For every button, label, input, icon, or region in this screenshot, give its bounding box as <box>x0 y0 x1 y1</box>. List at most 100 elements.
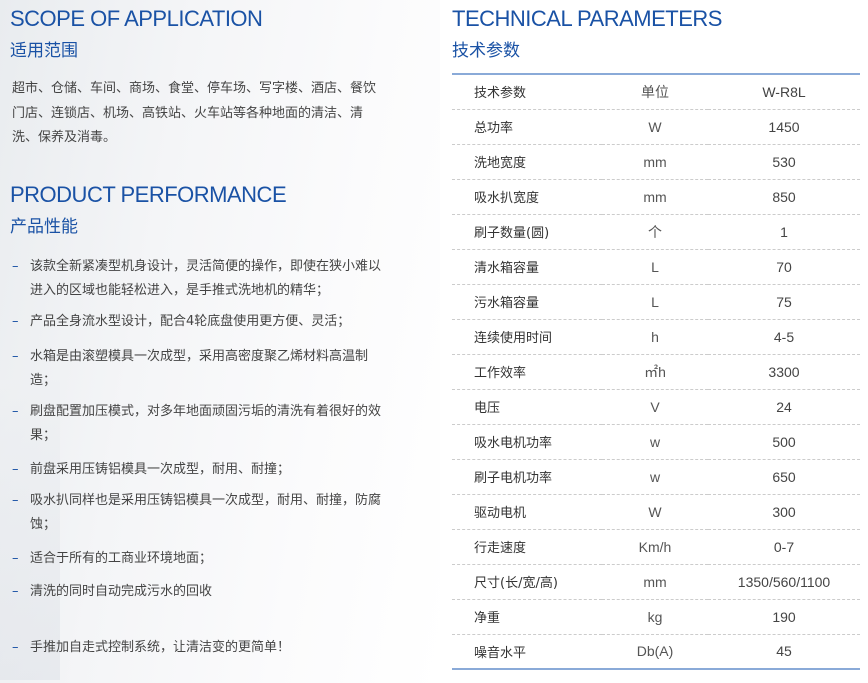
param-name: 刷子电机功率 <box>452 459 602 495</box>
bullet-dash: – <box>12 551 19 566</box>
param-value: 3300 <box>708 354 860 390</box>
param-name: 行走速度 <box>452 529 602 565</box>
table-row: 噪音水平 Db(A) 45 <box>452 634 860 669</box>
param-value: 300 <box>708 494 860 530</box>
scope-title-en: SCOPE OF APPLICATION <box>10 6 263 31</box>
param-unit: mm <box>602 564 708 600</box>
table-row: 净重 kg 190 <box>452 599 860 635</box>
scope-title-cn: 适用范围 <box>10 41 78 61</box>
param-unit: L <box>602 284 708 320</box>
param-name: 吸水电机功率 <box>452 424 602 460</box>
param-value: 1450 <box>708 109 860 145</box>
performance-item: – 手推加自走式控制系统，让清洁变的更简单！ <box>12 636 392 660</box>
table-row: 吸水电机功率 w 500 <box>452 424 860 460</box>
param-unit: h <box>602 319 708 355</box>
param-name: 清水箱容量 <box>452 249 602 285</box>
param-name: 尺寸(长/宽/高) <box>452 564 602 600</box>
table-row: 工作效率 ㎡h 3300 <box>452 354 860 390</box>
param-unit: w <box>602 459 708 495</box>
background-image <box>0 0 440 683</box>
table-row: 清水箱容量 L 70 <box>452 249 860 285</box>
tech-title-cn: 技术参数 <box>452 41 520 61</box>
table-row: 洗地宽度 mm 530 <box>452 144 860 180</box>
performance-item: – 清洗的同时自动完成污水的回收 <box>12 580 392 604</box>
param-unit: kg <box>602 599 708 635</box>
bullet-dash: – <box>12 493 19 508</box>
param-unit: L <box>602 249 708 285</box>
table-row: 行走速度 Km/h 0-7 <box>452 529 860 565</box>
performance-item-text: 手推加自走式控制系统，让清洁变的更简单！ <box>30 640 291 655</box>
param-unit: ㎡h <box>602 354 708 390</box>
table-row: 电压 V 24 <box>452 389 860 425</box>
performance-item-text: 产品全身流水型设计，配合4轮底盘使用更方便、灵活； <box>30 314 351 329</box>
performance-item-text: 该款全新紧凑型机身设计，灵活简便的操作，即使在狭小难以进入的区域也能轻松进入，是… <box>30 259 382 298</box>
performance-item: – 该款全新紧凑型机身设计，灵活简便的操作，即使在狭小难以进入的区域也能轻松进入，… <box>12 255 392 303</box>
table-row: 刷子电机功率 w 650 <box>452 459 860 495</box>
param-unit: w <box>602 424 708 460</box>
param-unit: 个 <box>602 214 708 250</box>
bullet-dash: – <box>12 584 19 599</box>
param-name: 吸水扒宽度 <box>452 179 602 215</box>
param-name: 电压 <box>452 389 602 425</box>
param-unit: Db(A) <box>636 643 674 660</box>
param-value: W-R8L <box>708 74 860 110</box>
performance-title-cn: 产品性能 <box>10 217 78 237</box>
param-unit: mm <box>602 179 708 215</box>
param-unit: W <box>602 494 708 530</box>
performance-item: – 前盘采用压铸铝模具一次成型，耐用、耐撞； <box>12 458 392 482</box>
param-name: 驱动电机 <box>452 494 602 530</box>
param-value: 1 <box>708 214 860 250</box>
table-row: 连续使用时间 h 4-5 <box>452 319 860 355</box>
param-value: 530 <box>708 144 860 180</box>
param-value: 4-5 <box>708 319 860 355</box>
param-value: 0-7 <box>708 529 860 565</box>
param-name: 噪音水平 <box>474 645 527 661</box>
param-unit: mm <box>602 144 708 180</box>
param-name: 净重 <box>452 599 602 635</box>
performance-item-text: 吸水扒同样也是采用压铸铝模具一次成型，耐用、耐撞，防腐蚀； <box>30 493 382 532</box>
param-value: 24 <box>708 389 860 425</box>
param-value: 650 <box>708 459 860 495</box>
performance-item-text: 刷盘配置加压模式，对多年地面顽固污垢的清洗有着很好的效果； <box>30 404 382 443</box>
param-name: 技术参数 <box>452 74 602 110</box>
table-row: 总功率 W 1450 <box>452 109 860 145</box>
param-value: 1350/560/1100 <box>708 564 860 600</box>
table-header-row: 技术参数 单位 W-R8L <box>452 74 860 110</box>
tech-params-table: 技术参数 单位 W-R8L 总功率 W 1450 洗地宽度 mm 530 吸水扒宽度 mm 850 刷子… <box>452 73 860 670</box>
performance-item: – 吸水扒同样也是采用压铸铝模具一次成型，耐用、耐撞，防腐蚀； <box>12 489 392 537</box>
param-name: 连续使用时间 <box>452 319 602 355</box>
performance-item: – 刷盘配置加压模式，对多年地面顽固污垢的清洗有着很好的效果； <box>12 400 392 448</box>
bullet-dash: – <box>12 404 19 419</box>
bullet-dash: – <box>12 462 19 477</box>
param-unit: V <box>602 389 708 425</box>
bullet-dash: – <box>12 259 19 274</box>
param-unit: W <box>602 109 708 145</box>
param-value: 500 <box>708 424 860 460</box>
bullet-dash: – <box>12 314 19 329</box>
param-name: 污水箱容量 <box>452 284 602 320</box>
table-row: 污水箱容量 L 75 <box>452 284 860 320</box>
performance-item-text: 前盘采用压铸铝模具一次成型，耐用、耐撞； <box>30 462 291 477</box>
param-unit: Km/h <box>602 529 708 565</box>
table-row: 吸水扒宽度 mm 850 <box>452 179 860 215</box>
table-row: 刷子数量(圆) 个 1 <box>452 214 860 250</box>
param-unit: 单位 <box>602 74 708 110</box>
scope-text: 超市、仓储、车间、商场、食堂、停车场、写字楼、酒店、餐饮门店、连锁店、机场、高铁… <box>12 81 377 145</box>
performance-item: – 适合于所有的工商业环境地面； <box>12 547 392 571</box>
performance-item-text: 清洗的同时自动完成污水的回收 <box>30 584 213 599</box>
bullet-dash: – <box>12 640 19 655</box>
param-value: 850 <box>708 179 860 215</box>
performance-item-text: 水箱是由滚塑模具一次成型，采用高密度聚乙烯材料高温制造； <box>30 349 369 388</box>
tech-title-en: TECHNICAL PARAMETERS <box>452 6 722 31</box>
param-name: 刷子数量(圆) <box>452 214 602 250</box>
param-name: 总功率 <box>452 109 602 145</box>
performance-item: – 水箱是由滚塑模具一次成型，采用高密度聚乙烯材料高温制造； <box>12 345 392 393</box>
param-name: 工作效率 <box>452 354 602 390</box>
performance-title-en: PRODUCT PERFORMANCE <box>10 182 287 207</box>
param-value: 70 <box>708 249 860 285</box>
param-name: 洗地宽度 <box>452 144 602 180</box>
table-row: 尺寸(长/宽/高) mm 1350/560/1100 <box>452 564 860 600</box>
param-value: 45 <box>776 643 792 660</box>
performance-item: – 产品全身流水型设计，配合4轮底盘使用更方便、灵活； <box>12 310 392 334</box>
param-value: 75 <box>708 284 860 320</box>
